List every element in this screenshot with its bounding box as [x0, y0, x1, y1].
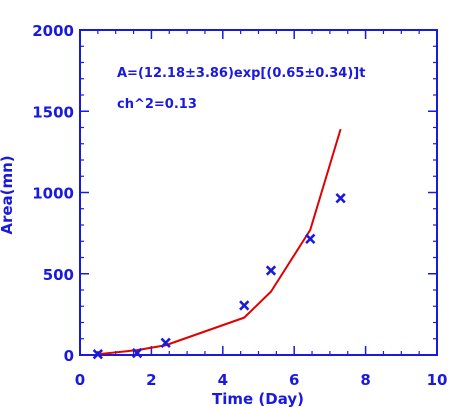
fit-equation-annotation: A=(12.18±3.86)exp[(0.65±0.34)]t: [117, 66, 365, 81]
x-tick-label: 6: [289, 371, 299, 389]
data-point: [239, 300, 250, 311]
data-point: [335, 193, 346, 204]
x-axis-title: Time (Day): [212, 390, 304, 408]
y-axis-title: Area(mn): [0, 155, 16, 234]
data-point: [92, 349, 103, 360]
data-point: [131, 347, 143, 359]
x-tick-label: 0: [75, 371, 85, 389]
axis-tick-labels: 0 2 4 6 8 10 0 500 1000 1500 2000: [32, 22, 447, 389]
x-tick-label: 8: [360, 371, 370, 389]
y-tick-label: 1500: [32, 103, 74, 121]
y-tick-label: 1000: [32, 185, 74, 203]
y-tick-label: 0: [64, 347, 74, 365]
data-layer: [92, 128, 346, 360]
axis-ticks: [79, 29, 438, 356]
fit-curve-line: [97, 128, 342, 356]
data-point: [305, 233, 316, 244]
x-tick-label: 2: [146, 371, 156, 389]
x-tick-label: 4: [218, 371, 228, 389]
chi-square-annotation: ch^2=0.13: [117, 97, 197, 112]
data-point: [160, 337, 171, 348]
x-tick-label: 10: [427, 371, 448, 389]
y-tick-label: 2000: [32, 22, 74, 40]
data-point: [265, 265, 277, 276]
y-tick-label: 500: [43, 266, 74, 284]
